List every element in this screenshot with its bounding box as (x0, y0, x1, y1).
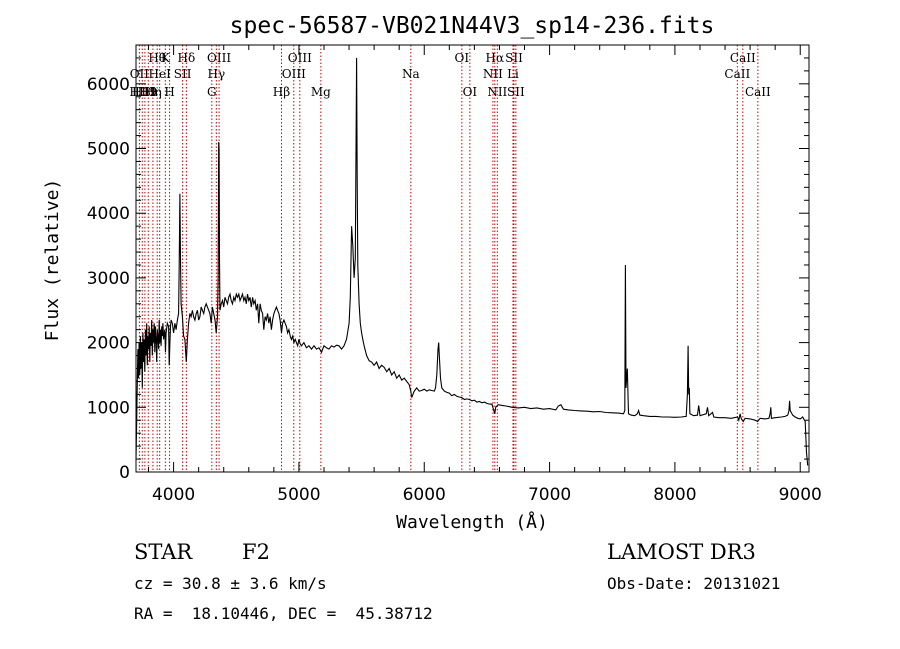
x-tick-label: 7000 (528, 485, 571, 505)
line-marker-label: OI (463, 85, 478, 99)
line-marker-label: H9 (139, 85, 157, 99)
y-tick-label: 5000 (87, 140, 130, 160)
line-markers (138, 45, 759, 472)
line-marker-label: Hη (144, 85, 162, 99)
chart-title: spec-56587-VB021N44V3_sp14-236.fits (230, 13, 715, 39)
x-axis: 4000 5000 6000 7000 8000 9000 (148, 45, 822, 505)
y-axis-label: Flux (relative) (42, 179, 63, 342)
line-marker-label: G (207, 85, 217, 99)
x-axis-label: Wavelength (Å) (396, 511, 548, 533)
line-marker-label: Hβ (273, 85, 290, 99)
line-marker-label: H11 (132, 85, 158, 99)
y-axis: 0 1000 2000 3000 4000 5000 6000 (87, 57, 809, 483)
line-marker-label: NII (483, 67, 503, 81)
line-marker-label: OIII (282, 67, 306, 81)
spectral-subclass: F2 (242, 540, 270, 564)
x-tick-label: 4000 (152, 485, 195, 505)
y-tick-label: 1000 (87, 398, 130, 418)
line-marker-label: Hθ (148, 51, 166, 65)
line-marker-label: Hα (486, 51, 505, 65)
line-marker-label: CaII (730, 51, 756, 65)
line-marker-label: SII (507, 85, 525, 99)
observation-date: Obs-Date: 20131021 (607, 574, 781, 593)
line-marker-label: CaII (724, 67, 750, 81)
y-tick-label: 6000 (87, 75, 130, 95)
line-marker-label: Hγ (208, 67, 226, 81)
line-marker-label: HeI (149, 67, 172, 81)
x-tick-label: 9000 (779, 485, 822, 505)
line-marker-label: CaII (745, 85, 771, 99)
line-marker-label: OIII (288, 51, 312, 65)
survey-name: LAMOST DR3 (607, 540, 756, 564)
line-marker-label: OI (455, 51, 470, 65)
x-tick-label: 6000 (403, 485, 446, 505)
line-marker-label: NII (487, 85, 507, 99)
y-tick-label: 3000 (87, 269, 130, 289)
y-tick-label: 0 (119, 463, 130, 483)
x-tick-label: 8000 (653, 485, 696, 505)
y-tick-label: 2000 (87, 334, 130, 354)
coordinates: RA = 18.10446, DEC = 45.38712 (134, 604, 433, 623)
line-marker-label: SII (505, 51, 523, 65)
line-marker-label: SII (174, 67, 192, 81)
redshift-velocity: cz = 30.8 ± 3.6 km/s (134, 574, 327, 593)
line-marker-label: Na (402, 67, 420, 81)
plot-frame (135, 44, 810, 473)
y-tick-label: 4000 (87, 204, 130, 224)
object-type: STAR (134, 540, 193, 564)
line-marker-label: OIII (207, 51, 231, 65)
line-marker-label: OII (130, 67, 150, 81)
x-tick-label: 5000 (277, 485, 320, 505)
line-marker-label: Li (507, 67, 519, 81)
line-marker-label: Hδ (178, 51, 196, 65)
line-marker-label: Mg (311, 85, 331, 99)
line-marker-labels: OIIH10H11H9HηHθHeIKHSIIHδGHγOIIIHβOIIIOI… (129, 51, 771, 99)
line-marker-label: K (161, 51, 171, 65)
line-marker-label: H (164, 85, 174, 99)
spectrum-line (135, 57, 809, 466)
